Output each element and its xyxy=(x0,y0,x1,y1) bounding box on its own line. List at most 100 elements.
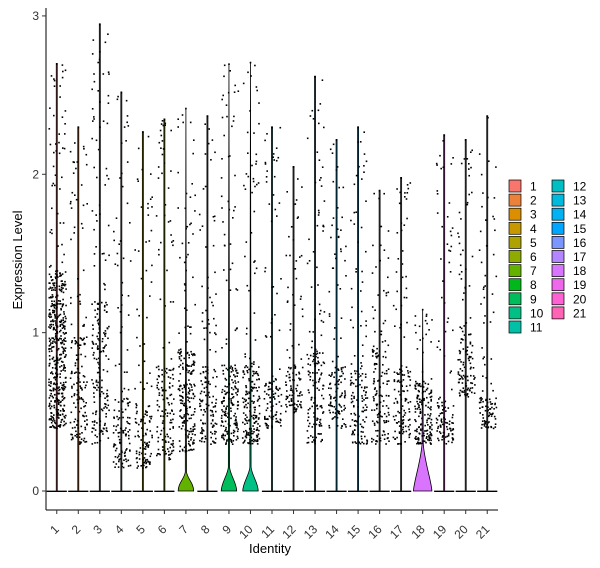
point xyxy=(248,368,250,371)
point xyxy=(244,418,246,420)
point xyxy=(126,371,128,373)
point xyxy=(215,324,217,327)
point xyxy=(421,427,424,430)
point xyxy=(406,321,408,324)
point xyxy=(417,394,420,397)
point xyxy=(64,417,66,419)
point xyxy=(426,322,428,325)
point xyxy=(269,396,272,399)
point xyxy=(483,296,486,299)
point xyxy=(314,372,316,375)
point xyxy=(409,370,412,373)
point xyxy=(471,387,474,389)
point xyxy=(307,437,310,439)
point xyxy=(317,360,319,363)
point xyxy=(160,123,163,125)
point xyxy=(274,414,277,416)
point xyxy=(467,379,469,382)
point xyxy=(469,362,472,365)
point xyxy=(458,392,461,394)
point xyxy=(103,282,105,285)
point xyxy=(424,382,427,385)
point xyxy=(55,143,57,145)
legend-label-4: 4 xyxy=(530,222,537,236)
point xyxy=(107,358,110,360)
point xyxy=(98,58,101,61)
legend-swatch-15 xyxy=(551,221,565,235)
point xyxy=(249,110,251,112)
point xyxy=(124,429,126,431)
point xyxy=(360,438,363,440)
point xyxy=(91,431,93,433)
point xyxy=(210,414,212,417)
point xyxy=(64,386,67,388)
point xyxy=(487,415,490,418)
point xyxy=(56,410,59,413)
point xyxy=(221,402,223,405)
point xyxy=(126,402,129,405)
point xyxy=(472,375,475,377)
point xyxy=(107,404,110,407)
point xyxy=(356,399,358,401)
point xyxy=(409,401,412,403)
point xyxy=(335,390,337,393)
point xyxy=(48,378,50,381)
point xyxy=(51,357,54,360)
point xyxy=(53,151,55,154)
point xyxy=(192,370,194,372)
point xyxy=(185,368,188,370)
point xyxy=(236,426,238,429)
point xyxy=(439,154,441,157)
point xyxy=(106,327,109,330)
point xyxy=(363,171,365,173)
point xyxy=(80,387,82,389)
point xyxy=(353,183,356,186)
point xyxy=(234,380,236,382)
point xyxy=(314,442,316,445)
point xyxy=(299,404,302,406)
point xyxy=(423,399,425,401)
point xyxy=(59,325,61,327)
point xyxy=(446,428,449,431)
point xyxy=(452,157,454,159)
point xyxy=(493,408,495,410)
point xyxy=(54,317,57,319)
point xyxy=(77,391,80,394)
point xyxy=(213,317,215,320)
point xyxy=(245,390,247,393)
point xyxy=(192,441,194,444)
point xyxy=(83,381,85,383)
point xyxy=(244,439,246,442)
point xyxy=(365,397,367,399)
point xyxy=(190,371,193,373)
point xyxy=(329,411,331,414)
point xyxy=(70,200,72,203)
point xyxy=(279,421,281,424)
point xyxy=(419,339,421,341)
point xyxy=(75,354,78,356)
point xyxy=(405,366,408,368)
point xyxy=(204,435,207,438)
point xyxy=(184,289,186,292)
point xyxy=(331,372,333,374)
point xyxy=(104,397,106,399)
point xyxy=(340,394,343,396)
point xyxy=(430,432,432,435)
point xyxy=(286,406,288,408)
point xyxy=(51,371,53,373)
point xyxy=(63,343,65,346)
point xyxy=(121,465,123,468)
point xyxy=(374,387,376,389)
point xyxy=(381,395,383,398)
point xyxy=(60,286,63,289)
point xyxy=(458,374,461,376)
point xyxy=(170,402,173,405)
point xyxy=(181,402,184,405)
point xyxy=(289,323,292,325)
point xyxy=(277,395,280,397)
point xyxy=(119,458,122,460)
point xyxy=(52,383,55,385)
point xyxy=(55,376,57,379)
point xyxy=(450,234,453,237)
point xyxy=(65,317,67,320)
